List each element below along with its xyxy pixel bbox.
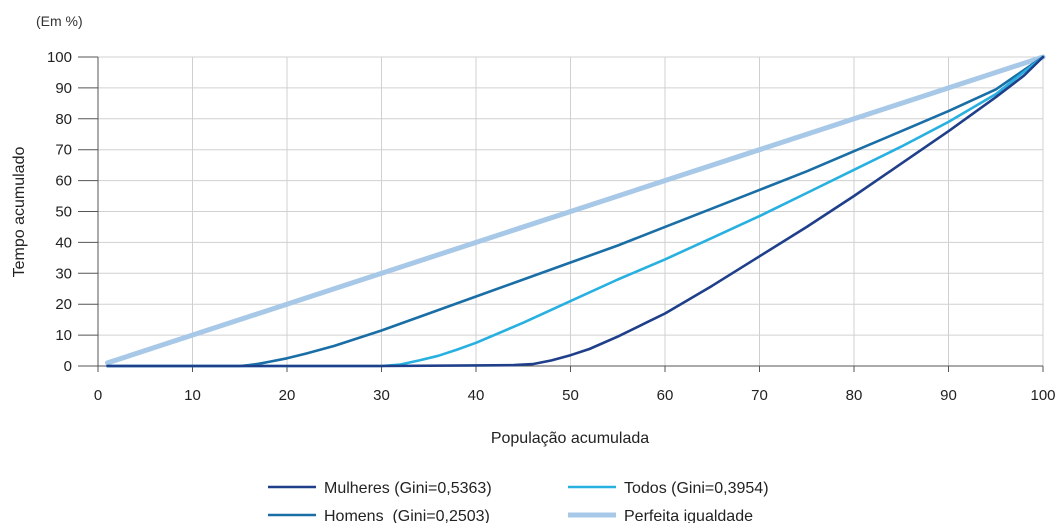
legend-label: Todos (Gini=0,3954) <box>624 480 769 497</box>
y-tick-label: 50 <box>55 204 72 221</box>
legend-label: Perfeita igualdade <box>624 508 753 523</box>
x-tick-label: 40 <box>468 387 485 404</box>
x-tick-label: 70 <box>751 387 768 404</box>
x-tick-label: 80 <box>846 387 863 404</box>
x-tick-label: 90 <box>940 387 957 404</box>
y-tick-label: 40 <box>55 234 72 251</box>
y-tick-label: 70 <box>55 142 72 159</box>
axes: 0 10 20 30 40 50 60 70 80 90 100 0 10 20 30 40 50 60 70 80 9… <box>47 49 1056 404</box>
y-tick-label: 100 <box>47 49 72 66</box>
x-tick-label: 50 <box>562 387 579 404</box>
y-tick-label: 20 <box>55 296 72 313</box>
series-line-0 <box>106 55 1045 368</box>
legend-label: Homens (Gini=0,2503) <box>324 508 490 523</box>
y-tick-label: 10 <box>55 327 72 344</box>
series-line-2 <box>106 55 1045 368</box>
y-tick-label: 80 <box>55 111 72 128</box>
x-axis-title: População acumulada <box>491 430 649 447</box>
x-tick-label: 10 <box>184 387 201 404</box>
x-tick-label: 60 <box>657 387 674 404</box>
series-lines <box>105 54 1046 368</box>
x-tick-label: 0 <box>94 387 102 404</box>
legend-label: Mulheres (Gini=0,5363) <box>324 480 492 497</box>
y-tick-label: 0 <box>64 358 72 375</box>
y-tick-label: 60 <box>55 173 72 190</box>
y-tick-label: 30 <box>55 265 72 282</box>
y-tick-label: 90 <box>55 80 72 97</box>
legend: Mulheres (Gini=0,5363) Todos (Gini=0,3954… <box>268 480 769 523</box>
unit-label: (Em %) <box>36 13 83 29</box>
x-tick-label: 20 <box>279 387 296 404</box>
y-axis-title: Tempo acumulado <box>11 147 28 278</box>
x-tick-label: 100 <box>1030 387 1055 404</box>
series-line-3 <box>105 54 1046 366</box>
x-tick-label: 30 <box>373 387 390 404</box>
